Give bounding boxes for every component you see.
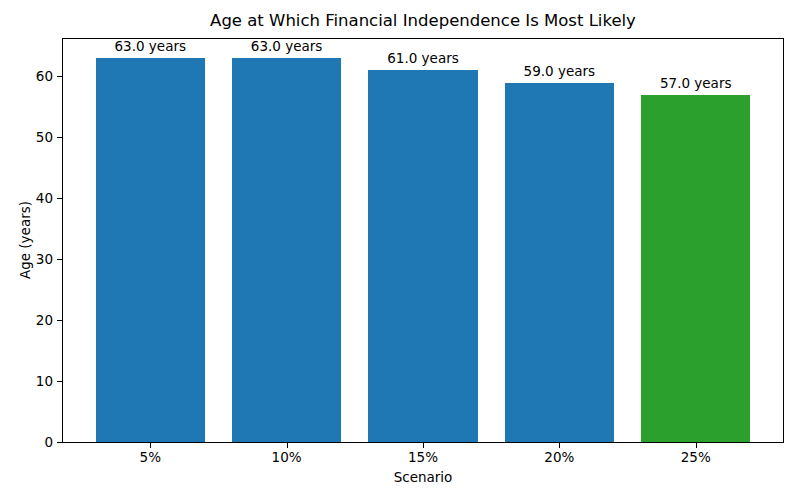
y-tick-mark <box>57 320 62 321</box>
chart-figure: Age at Which Financial Independence Is M… <box>0 0 800 500</box>
y-tick-label: 50 <box>36 129 53 145</box>
x-tick-mark <box>423 443 424 448</box>
y-tick-mark <box>57 381 62 382</box>
x-tick-mark <box>559 443 560 448</box>
bar-value-label: 57.0 years <box>660 75 732 91</box>
x-tick-label: 10% <box>272 449 302 465</box>
bar <box>505 83 614 442</box>
bar <box>96 58 205 442</box>
y-tick-mark <box>57 259 62 260</box>
x-tick-mark <box>696 443 697 448</box>
plot-area: 63.0 years5%63.0 years10%61.0 years15%59… <box>62 38 784 443</box>
y-axis-label: Age (years) <box>17 201 33 279</box>
bar <box>232 58 341 442</box>
y-tick-mark <box>57 137 62 138</box>
x-tick-mark <box>150 443 151 448</box>
x-tick-label: 20% <box>544 449 574 465</box>
y-tick-mark <box>57 442 62 443</box>
chart-title: Age at Which Financial Independence Is M… <box>62 11 784 30</box>
x-tick-label: 25% <box>681 449 711 465</box>
x-axis-label: Scenario <box>62 469 784 485</box>
y-tick-label: 20 <box>36 312 53 328</box>
y-tick-label: 30 <box>36 251 53 267</box>
y-tick-label: 60 <box>36 68 53 84</box>
y-tick-label: 0 <box>44 434 53 450</box>
bar-value-label: 63.0 years <box>251 38 323 54</box>
y-tick-label: 10 <box>36 373 53 389</box>
x-tick-label: 15% <box>408 449 438 465</box>
bar <box>641 95 750 442</box>
bar <box>368 70 477 442</box>
y-tick-mark <box>57 198 62 199</box>
bar-value-label: 59.0 years <box>524 63 596 79</box>
x-tick-label: 5% <box>140 449 161 465</box>
x-tick-mark <box>287 443 288 448</box>
bar-value-label: 61.0 years <box>387 50 459 66</box>
bar-value-label: 63.0 years <box>115 38 187 54</box>
y-tick-label: 40 <box>36 190 53 206</box>
y-tick-mark <box>57 76 62 77</box>
